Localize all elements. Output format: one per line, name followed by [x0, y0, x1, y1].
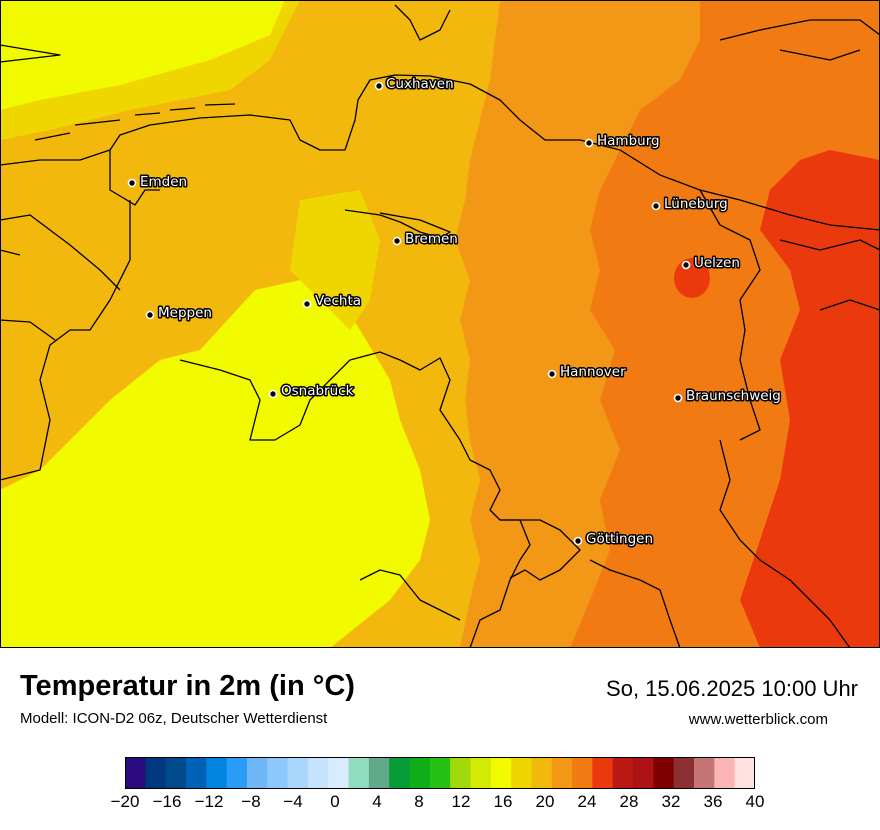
colorbar-segment: [226, 757, 248, 789]
colorbar-segment: [714, 757, 736, 789]
city-label: Cuxhaven: [386, 76, 454, 92]
city-marker-hamburg: Hamburg: [584, 132, 661, 151]
colorbar-tick-label: −4: [283, 792, 303, 811]
city-label: Meppen: [158, 305, 212, 321]
colorbar-segment: [389, 757, 410, 789]
city-label: Uelzen: [694, 255, 740, 271]
colorbar-segment: [409, 757, 431, 789]
yellow-zone-north: [0, 0, 285, 110]
city-marker-braunschweig: Braunschweig: [673, 387, 782, 406]
city-label: Lüneburg: [664, 196, 728, 212]
map-canvas: Cuxhaven Hamburg Emden Lüneburg Bremen U…: [0, 0, 880, 648]
map-title: Temperatur in 2m (in °C): [20, 670, 355, 702]
city-marker-emden: Emden: [127, 173, 189, 192]
city-marker-meppen: Meppen: [145, 304, 213, 323]
colorbar-tick-label: 16: [493, 792, 513, 811]
colorbar-tick-labels: −20 −16 −12 −8 −4 0 4 8 12 16 20 24 28 32 36 40: [0, 792, 880, 816]
colorbar-segment: [145, 757, 167, 789]
colorbar-tick-label: 40: [745, 792, 765, 811]
colorbar-tick-label: 32: [661, 792, 681, 811]
colorbar-segment: [490, 757, 512, 789]
colorbar-segment: [511, 757, 532, 789]
website-label: www.wetterblick.com: [688, 711, 828, 728]
city-label: Osnabrück: [281, 383, 354, 399]
colorbar-segment: [673, 757, 695, 789]
city-label: Göttingen: [586, 531, 653, 547]
coastline-lines: [0, 4, 880, 648]
city-label: Emden: [140, 174, 187, 190]
city-label: Braunschweig: [686, 388, 781, 404]
colorbar-segment: [287, 757, 309, 789]
forecast-datetime: So, 15.06.2025 10:00 Uhr: [606, 676, 858, 701]
colorbar-segment: [612, 757, 634, 789]
colorbar-tick-label: −8: [241, 792, 261, 811]
city-marker-goettingen: Göttingen: [573, 530, 655, 549]
colorbar-segment: [185, 757, 207, 789]
colorbar-tick-label: −16: [152, 792, 182, 811]
colorbar-segment: [551, 757, 573, 789]
colorbar-segment: [348, 757, 370, 789]
colorbar-tick-label: 4: [372, 792, 382, 811]
colorbar-segment: [694, 757, 715, 789]
city-marker-hannover: Hannover: [547, 363, 628, 382]
city-marker-uelzen: Uelzen: [681, 254, 741, 273]
colorbar-segment: [368, 757, 390, 789]
colorbar-tick-label: −20: [110, 792, 140, 811]
colorbar-segment: [450, 757, 471, 789]
yellow-zone-south: [0, 280, 430, 648]
colorbar-frame: [125, 757, 755, 789]
colorbar-segment: [307, 757, 329, 789]
colorbar-tick-label: 36: [703, 792, 723, 811]
colorbar-segment: [633, 757, 654, 789]
colorbar-segment: [734, 757, 755, 789]
colorbar-segment: [328, 757, 349, 789]
colorbar-tick-label: 12: [451, 792, 471, 811]
temperature-map: Cuxhaven Hamburg Emden Lüneburg Bremen U…: [0, 0, 880, 648]
city-marker-osnabrueck: Osnabrück: [268, 382, 355, 401]
colorbar-segment: [531, 757, 553, 789]
colorbar-segment: [206, 757, 228, 789]
colorbar-tick-label: 8: [414, 792, 424, 811]
colorbar-segment: [165, 757, 187, 789]
city-label: Hamburg: [597, 133, 660, 149]
city-label: Vechta: [315, 293, 361, 309]
colorbar-tick-label: 0: [330, 792, 340, 811]
city-marker-bremen: Bremen: [392, 230, 459, 249]
colorbar-segment: [246, 757, 268, 789]
city-marker-lueneburg: Lüneburg: [651, 195, 729, 214]
temperature-colorbar: [125, 757, 755, 789]
city-marker-cuxhaven: Cuxhaven: [374, 75, 455, 94]
city-label: Bremen: [405, 231, 458, 247]
colorbar-tick-label: 24: [577, 792, 597, 811]
colorbar-tick-label: 20: [535, 792, 555, 811]
colorbar-segment: [470, 757, 492, 789]
city-label: Hannover: [560, 364, 626, 380]
colorbar-segment: [429, 757, 451, 789]
hot-zone-east: [740, 150, 880, 648]
colorbar-segment: [592, 757, 614, 789]
warm-strip-central: [290, 190, 380, 330]
colorbar-segment: [267, 757, 288, 789]
colorbar-segment: [572, 757, 593, 789]
city-marker-vechta: Vechta: [302, 292, 363, 311]
map-subtitle: Modell: ICON-D2 06z, Deutscher Wetterdie…: [20, 710, 328, 727]
colorbar-segment: [125, 757, 146, 789]
colorbar-segment: [653, 757, 675, 789]
colorbar-tick-label: −12: [194, 792, 224, 811]
colorbar-tick-label: 28: [619, 792, 639, 811]
